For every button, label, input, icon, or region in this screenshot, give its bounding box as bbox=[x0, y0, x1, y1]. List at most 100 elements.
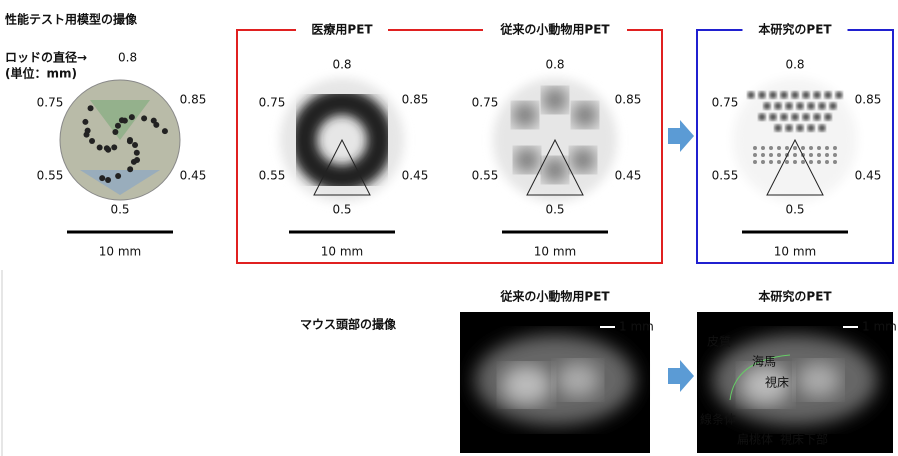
rod bbox=[97, 145, 103, 151]
rod-size: 0.55 bbox=[37, 169, 64, 183]
blob bbox=[515, 148, 539, 172]
brain-hot bbox=[797, 362, 841, 398]
region-label: 扁桃体 bbox=[737, 432, 773, 447]
rod bbox=[825, 114, 832, 121]
rod bbox=[803, 114, 810, 121]
rod bbox=[809, 160, 813, 164]
panel-title: 従来の小動物用PET bbox=[499, 289, 610, 304]
rod-size: 0.75 bbox=[712, 96, 739, 110]
rod-size: 0.45 bbox=[180, 169, 207, 183]
rod bbox=[769, 146, 773, 150]
rod bbox=[817, 146, 821, 150]
region-label: 皮質 bbox=[707, 334, 731, 349]
rod bbox=[129, 114, 135, 120]
rod bbox=[781, 92, 788, 99]
rod bbox=[764, 103, 771, 110]
rod bbox=[817, 160, 821, 164]
scale-label: 10 mm bbox=[774, 245, 816, 259]
rod bbox=[786, 103, 793, 110]
rod bbox=[793, 146, 797, 150]
rod-size: 0.55 bbox=[712, 169, 739, 183]
panel-title: 本研究のPET bbox=[758, 289, 832, 304]
rod-size: 0.5 bbox=[332, 203, 351, 217]
rod-size: 0.85 bbox=[855, 93, 882, 107]
rod bbox=[82, 119, 88, 125]
scale-label: 10 mm bbox=[534, 245, 576, 259]
rod-size: 0.55 bbox=[259, 169, 286, 183]
rod-size: 0.5 bbox=[545, 203, 564, 217]
rod-size: 0.8 bbox=[785, 58, 804, 72]
rod bbox=[753, 153, 757, 157]
rod-label: ロッドの直径→ bbox=[5, 50, 87, 65]
rod bbox=[808, 125, 815, 132]
rod bbox=[819, 103, 826, 110]
rod-size: 0.8 bbox=[332, 58, 351, 72]
blob bbox=[573, 103, 597, 127]
region-label: 視床下部 bbox=[780, 432, 828, 447]
rod bbox=[89, 138, 95, 144]
rod bbox=[105, 177, 111, 183]
unit-label: (単位：mm) bbox=[5, 66, 77, 81]
rod bbox=[753, 146, 757, 150]
rod bbox=[111, 144, 117, 150]
rod bbox=[836, 92, 843, 99]
rod bbox=[833, 160, 837, 164]
rod bbox=[803, 92, 810, 99]
rod bbox=[775, 125, 782, 132]
blob bbox=[543, 158, 567, 182]
brain-hot bbox=[556, 362, 600, 398]
rod-size: 0.45 bbox=[615, 169, 642, 183]
rod-size: 0.85 bbox=[615, 93, 642, 107]
rod-size: 0.75 bbox=[472, 96, 499, 110]
rod bbox=[814, 92, 821, 99]
panel-title: 本研究のPET bbox=[758, 22, 832, 37]
rod-size: 0.8 bbox=[545, 58, 564, 72]
rod bbox=[761, 153, 765, 157]
rod bbox=[99, 175, 105, 181]
rod bbox=[88, 105, 94, 111]
rod bbox=[115, 123, 121, 129]
rod bbox=[797, 125, 804, 132]
rod bbox=[131, 159, 137, 165]
rod bbox=[770, 114, 777, 121]
rod bbox=[786, 125, 793, 132]
blob bbox=[543, 88, 567, 112]
rod bbox=[781, 114, 788, 121]
scale-label: 1 mm bbox=[619, 320, 654, 334]
rod bbox=[777, 160, 781, 164]
rod bbox=[793, 153, 797, 157]
rod bbox=[817, 153, 821, 157]
rod bbox=[785, 146, 789, 150]
rod bbox=[819, 125, 826, 132]
rod bbox=[104, 145, 110, 151]
brain bbox=[475, 335, 635, 425]
rod-size: 0.8 bbox=[118, 51, 137, 65]
rod bbox=[777, 153, 781, 157]
rod bbox=[825, 92, 832, 99]
rod bbox=[115, 173, 121, 179]
rod bbox=[85, 128, 91, 134]
rod-size: 0.5 bbox=[110, 203, 129, 217]
section-title: マウス頭部の撮像 bbox=[300, 317, 397, 332]
rod bbox=[122, 118, 128, 124]
rod bbox=[808, 103, 815, 110]
rod bbox=[761, 146, 765, 150]
rod bbox=[775, 103, 782, 110]
rod bbox=[777, 146, 781, 150]
rod bbox=[825, 146, 829, 150]
rod bbox=[809, 146, 813, 150]
rod bbox=[127, 138, 133, 144]
rod-size: 0.75 bbox=[37, 96, 64, 110]
blob bbox=[571, 148, 595, 172]
rod-size: 0.45 bbox=[402, 169, 429, 183]
rod bbox=[770, 92, 777, 99]
figure: 性能テスト用模型の撮像 ロッドの直径→ (単位：mm) マウス頭部の撮像 0.8… bbox=[0, 0, 898, 456]
rod bbox=[801, 146, 805, 150]
rod-size: 0.5 bbox=[785, 203, 804, 217]
section-title: 性能テスト用模型の撮像 bbox=[4, 12, 138, 27]
rod bbox=[825, 160, 829, 164]
rod bbox=[759, 92, 766, 99]
panel-title: 医療用PET bbox=[311, 22, 373, 37]
photo-phantom bbox=[60, 80, 180, 200]
panel-title: 従来の小動物用PET bbox=[499, 22, 610, 37]
